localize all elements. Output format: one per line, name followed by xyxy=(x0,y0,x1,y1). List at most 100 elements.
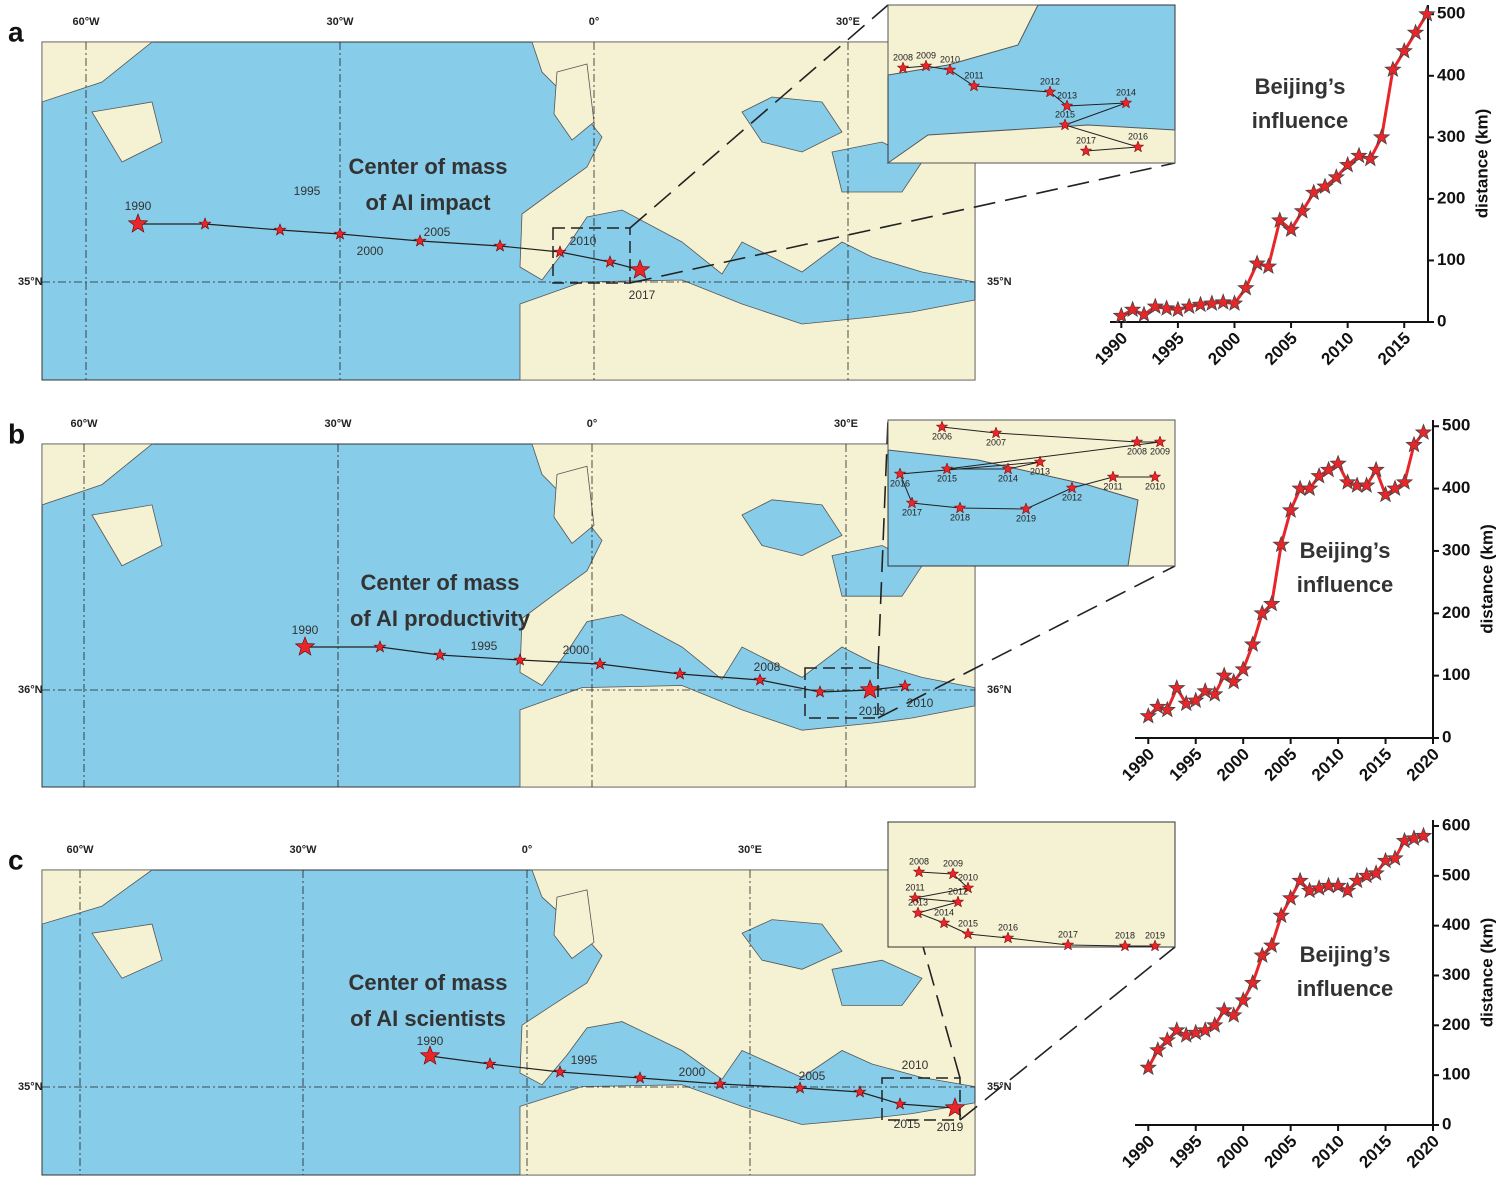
data-point xyxy=(1253,604,1271,621)
data-point xyxy=(1300,479,1319,497)
inset-year-label: 2014 xyxy=(998,473,1018,483)
x-tick-label: 2000 xyxy=(1213,745,1253,785)
x-tick-label: 1990 xyxy=(1118,1132,1158,1172)
data-point xyxy=(1406,23,1425,41)
data-point xyxy=(1168,678,1186,696)
track-star xyxy=(893,1097,907,1110)
y-axis-label: distance (km) xyxy=(1472,109,1491,219)
inset-star xyxy=(953,501,967,514)
inset-year-label: 2007 xyxy=(986,437,1006,447)
data-point xyxy=(1310,879,1328,896)
y-axis-label: distance (km) xyxy=(1477,524,1496,634)
track-star xyxy=(853,1085,867,1098)
inset-star xyxy=(943,63,957,76)
data-point xyxy=(1395,42,1413,59)
inset-land xyxy=(887,419,1176,567)
data-point xyxy=(1271,211,1289,228)
x-tick-label: 2020 xyxy=(1403,1132,1443,1172)
inset-year-label: 2013 xyxy=(1030,466,1050,476)
lon-label: 60°W xyxy=(70,418,98,430)
year-label: 2019 xyxy=(937,1120,964,1134)
sea xyxy=(741,919,843,970)
map-annotation: of AI impact xyxy=(365,190,491,215)
data-point xyxy=(1338,473,1357,490)
y-tick-label: 600 xyxy=(1442,815,1470,834)
data-point xyxy=(1149,697,1167,715)
year-label: 2005 xyxy=(424,225,451,239)
data-point xyxy=(1158,1031,1176,1048)
zoom-line xyxy=(887,821,961,1079)
inset-star xyxy=(1058,118,1072,131)
lat-label: 36°N xyxy=(18,684,43,696)
inset-star xyxy=(1001,462,1015,475)
inset-year-label: 2014 xyxy=(934,907,954,917)
zoom-line xyxy=(959,946,1176,1121)
track-star xyxy=(944,1097,966,1117)
x-tick-label: 1995 xyxy=(1166,745,1206,785)
inset-year-label: 2013 xyxy=(908,897,928,907)
chart-annotation: Beijing’s xyxy=(1300,538,1391,563)
y-tick-label: 300 xyxy=(1442,540,1470,559)
zoom-box xyxy=(804,667,879,719)
track-star xyxy=(553,245,567,258)
track-star xyxy=(713,1077,727,1090)
data-point xyxy=(1244,635,1262,652)
x-tick-label: 2005 xyxy=(1261,329,1301,369)
data-point xyxy=(1395,831,1414,849)
track-star xyxy=(629,259,651,279)
inset-year-label: 2009 xyxy=(1150,446,1170,456)
y-tick-label: 400 xyxy=(1442,478,1470,497)
y-tick-label: 500 xyxy=(1442,416,1470,435)
inset-land xyxy=(886,124,1176,164)
data-point xyxy=(1253,946,1271,963)
lat-label: 35°N xyxy=(987,276,1012,288)
inset-year-label: 2019 xyxy=(1145,930,1165,940)
inset-year-label: 2011 xyxy=(1103,481,1122,491)
inset-year-label: 2016 xyxy=(890,478,910,488)
track-star xyxy=(127,213,149,233)
data-point xyxy=(1293,202,1312,219)
data-point xyxy=(1367,864,1385,881)
x-tick-label: 2015 xyxy=(1355,1132,1395,1172)
data-point xyxy=(1215,1001,1233,1018)
lon-label: 30°W xyxy=(289,844,317,856)
inset-year-label: 2019 xyxy=(1016,513,1036,523)
land xyxy=(519,41,976,283)
track-star xyxy=(294,636,316,656)
land xyxy=(519,869,976,1088)
data-point xyxy=(1135,305,1153,323)
chart-annotation: influence xyxy=(1252,108,1349,133)
inset-star xyxy=(908,891,922,904)
lon-label: 30°W xyxy=(324,418,352,430)
chart-annotation: Beijing’s xyxy=(1255,74,1346,99)
inset-year-label: 2009 xyxy=(943,858,963,868)
x-tick-label: 2010 xyxy=(1308,745,1348,785)
data-point xyxy=(1206,685,1224,702)
data-point xyxy=(1367,460,1385,478)
track-star xyxy=(513,653,527,666)
land xyxy=(553,889,595,959)
data-point xyxy=(1282,220,1300,238)
y-tick-label: 200 xyxy=(1442,603,1470,622)
x-tick-label: 2005 xyxy=(1260,1132,1300,1172)
year-label: 1990 xyxy=(125,199,152,213)
track-star xyxy=(633,1071,647,1084)
inset-star xyxy=(967,79,981,92)
data-point xyxy=(1237,278,1255,296)
lon-label: 30°E xyxy=(738,844,762,856)
data-point xyxy=(1248,254,1266,271)
map-annotation: Center of mass xyxy=(361,570,520,595)
year-label: 2010 xyxy=(570,234,597,248)
track-star xyxy=(753,673,767,686)
chart-annotation: influence xyxy=(1297,572,1394,597)
track-star xyxy=(198,217,212,230)
data-point xyxy=(1259,257,1278,275)
data-point xyxy=(1395,473,1414,490)
track-star xyxy=(603,255,617,268)
inset-year-label: 2009 xyxy=(916,50,936,60)
lon-label: 30°W xyxy=(326,16,354,28)
chart-annotation: influence xyxy=(1297,976,1394,1001)
x-tick-label: 1990 xyxy=(1118,745,1158,785)
data-point xyxy=(1405,435,1423,453)
